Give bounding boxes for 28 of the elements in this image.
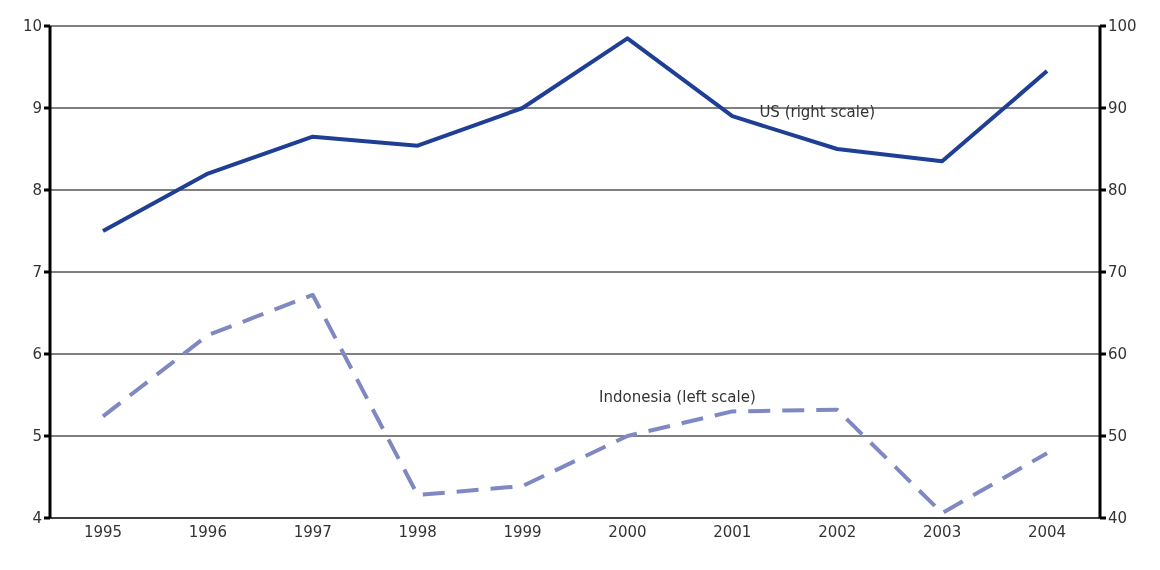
x-tick-label: 1997 — [293, 522, 332, 541]
y2-tick-label: 70 — [1108, 263, 1128, 282]
y2-tick-label: 90 — [1108, 99, 1128, 118]
series-label: Indonesia (left scale) — [599, 388, 756, 406]
y2-tick-label: 100 — [1108, 17, 1137, 36]
x-tick-label: 2002 — [818, 522, 857, 541]
y-tick-label: 6 — [32, 345, 42, 364]
x-tick-label: 2000 — [608, 522, 647, 541]
y-tick-label: 7 — [32, 263, 42, 282]
x-tick-label: 2003 — [923, 522, 962, 541]
y2-tick-label: 80 — [1108, 181, 1128, 200]
x-tick-label: 1999 — [503, 522, 542, 541]
series-label: US (right scale) — [759, 103, 876, 121]
x-tick-label: 1996 — [188, 522, 227, 541]
y-tick-label: 8 — [32, 181, 42, 200]
line-series — [101, 36, 1049, 233]
y-tick-label: 5 — [32, 427, 42, 446]
x-tick-label: 2001 — [713, 522, 752, 541]
y2-tick-label: 40 — [1108, 509, 1128, 528]
x-tick-label: 2004 — [1027, 522, 1067, 541]
y2-tick-label: 60 — [1108, 345, 1128, 364]
y-tick-label: 4 — [32, 509, 42, 528]
y-tick-label: 10 — [22, 17, 42, 36]
x-tick-label: 1998 — [398, 522, 437, 541]
x-tick-label: 1995 — [83, 522, 123, 541]
line-series — [101, 292, 1049, 516]
y2-tick-label: 50 — [1108, 427, 1128, 446]
y-tick-label: 9 — [32, 99, 42, 118]
